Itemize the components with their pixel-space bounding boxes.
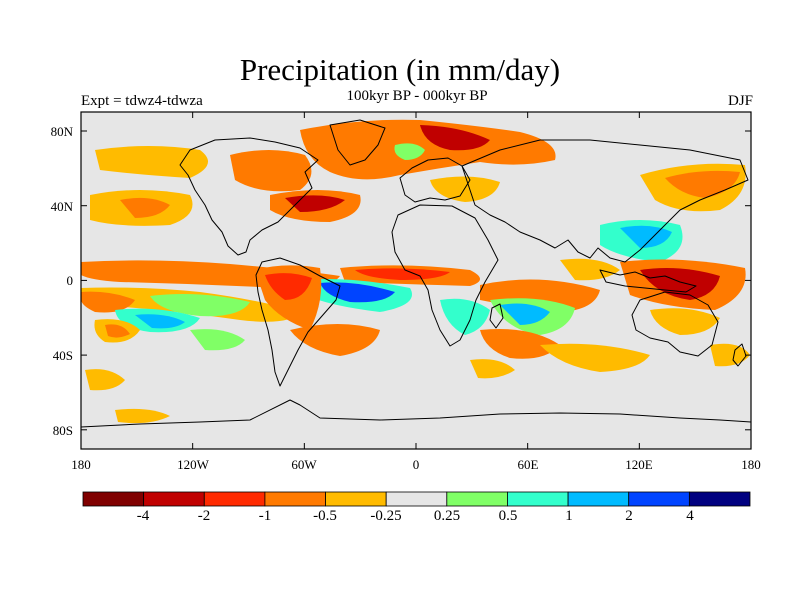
anomaly-region bbox=[355, 268, 450, 280]
anomaly-region bbox=[420, 125, 490, 151]
colorbar bbox=[82, 491, 751, 507]
colorbar-label: -0.5 bbox=[313, 508, 337, 524]
experiment-label: Expt = tdwz4-tdwza bbox=[81, 93, 203, 109]
anomaly-region bbox=[81, 291, 135, 313]
anomaly-region bbox=[105, 324, 130, 338]
colorbar-label: 0.5 bbox=[498, 508, 518, 524]
colorbar-label: -2 bbox=[197, 508, 211, 524]
x-tick-label: 120W bbox=[177, 457, 209, 472]
y-tick-label: 80S bbox=[52, 423, 73, 438]
colorbar-box bbox=[264, 491, 326, 507]
colorbar-box bbox=[325, 491, 387, 507]
season-label: DJF bbox=[727, 93, 753, 109]
coastline-south-america bbox=[255, 257, 341, 387]
anomaly-region bbox=[540, 343, 650, 372]
chart-subtitle: 100kyr BP - 000kyr BP bbox=[346, 88, 488, 104]
anomaly-region bbox=[710, 343, 750, 367]
anomaly-region bbox=[560, 258, 620, 281]
colorbar-box bbox=[628, 491, 690, 507]
anomaly-region bbox=[150, 294, 250, 317]
y-tick-label: 0 bbox=[66, 273, 74, 288]
colorbar-box bbox=[688, 491, 751, 507]
colorbar-label: 4 bbox=[686, 508, 694, 524]
x-tick-label: 180 bbox=[741, 457, 761, 472]
x-tick-label: 0 bbox=[412, 457, 420, 472]
colorbar-label: -4 bbox=[136, 508, 150, 524]
colorbar-box bbox=[203, 491, 266, 507]
y-tick-label: 80N bbox=[50, 124, 73, 139]
coastline-madagascar bbox=[489, 303, 504, 329]
colorbar-box bbox=[82, 491, 145, 507]
anomaly-region bbox=[115, 408, 170, 424]
colorbar-box bbox=[385, 491, 448, 507]
y-tick-label: 40S bbox=[52, 348, 73, 363]
anomaly-region bbox=[320, 282, 395, 303]
anomaly-region bbox=[394, 143, 425, 160]
coastline-maritime-continent bbox=[599, 269, 697, 293]
coastlines bbox=[81, 119, 751, 428]
x-tick-label: 180 bbox=[71, 457, 91, 472]
x-tick-label: 120E bbox=[625, 457, 653, 472]
anomaly-region bbox=[440, 298, 490, 335]
anomaly-region bbox=[470, 359, 515, 379]
colorbar-label: 2 bbox=[625, 508, 633, 524]
colorbar-label: 0.25 bbox=[433, 508, 461, 524]
anomaly-region bbox=[300, 119, 556, 180]
coastline-australia bbox=[631, 291, 719, 357]
coastline-africa bbox=[391, 204, 499, 347]
colorbar-box bbox=[446, 491, 508, 507]
colorbar-label: -0.25 bbox=[370, 508, 402, 524]
anomaly-region bbox=[640, 268, 720, 300]
coastline-asia bbox=[461, 139, 749, 263]
coastline-europe bbox=[399, 157, 471, 203]
precip-field bbox=[81, 119, 750, 424]
coastline-north-america bbox=[179, 137, 319, 256]
anomaly-region bbox=[135, 314, 185, 329]
anomaly-region bbox=[265, 273, 312, 300]
x-tick-label: 60W bbox=[291, 457, 317, 472]
anomaly-region bbox=[650, 308, 720, 335]
axis-ticks bbox=[80, 112, 752, 449]
anomaly-region bbox=[85, 369, 125, 391]
anomaly-region bbox=[290, 324, 380, 356]
colorbar-label: -1 bbox=[258, 508, 272, 524]
colorbar-label: 1 bbox=[565, 508, 573, 524]
anomaly-region bbox=[500, 303, 550, 325]
chart-title: Precipitation (in mm/day) bbox=[239, 52, 561, 87]
anomaly-region bbox=[190, 329, 245, 351]
colorbar-box bbox=[143, 491, 205, 507]
coastline-antarctica bbox=[81, 399, 751, 428]
anomaly-region bbox=[430, 176, 500, 202]
anomaly-region bbox=[480, 329, 560, 359]
y-tick-label: 40N bbox=[50, 199, 73, 214]
anomaly-region bbox=[230, 150, 312, 192]
anomaly-region bbox=[120, 197, 170, 218]
anomaly-region bbox=[95, 146, 208, 178]
colorbar-box bbox=[567, 491, 630, 507]
coastline-greenland bbox=[329, 119, 386, 166]
coastline-new-zealand bbox=[732, 343, 747, 367]
colorbar-box bbox=[507, 491, 569, 507]
x-tick-label: 60E bbox=[517, 457, 539, 472]
